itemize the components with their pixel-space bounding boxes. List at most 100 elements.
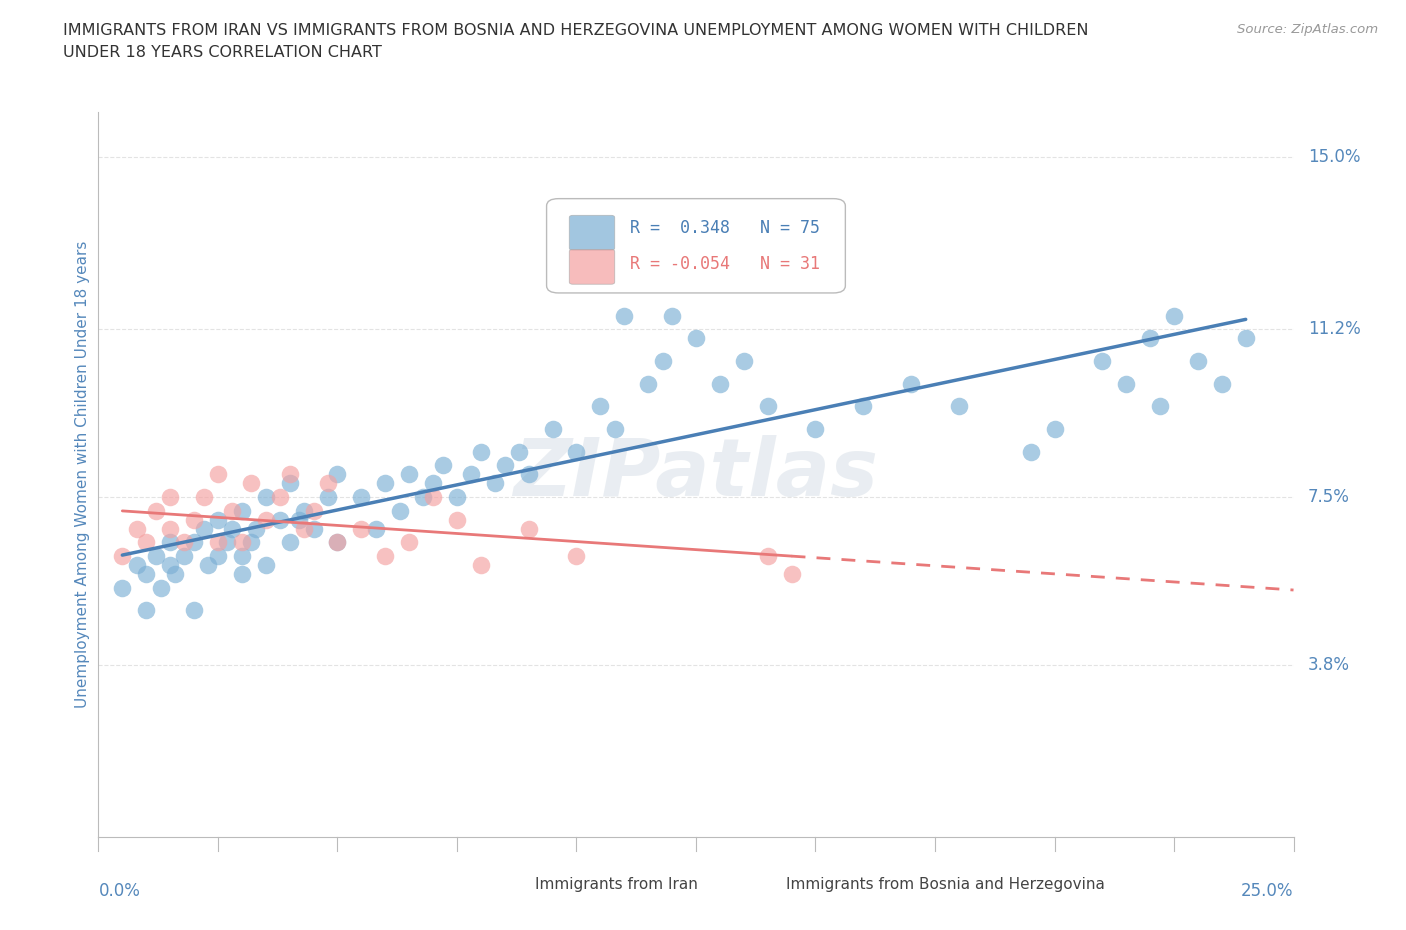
Text: IMMIGRANTS FROM IRAN VS IMMIGRANTS FROM BOSNIA AND HERZEGOVINA UNEMPLOYMENT AMON: IMMIGRANTS FROM IRAN VS IMMIGRANTS FROM … [63, 23, 1088, 38]
Point [207, 512, 229, 527]
Point [1043, 421, 1066, 436]
Point [589, 399, 612, 414]
Point [900, 376, 922, 391]
Point [111, 549, 134, 564]
Point [193, 521, 215, 536]
Point [422, 476, 444, 491]
Point [254, 489, 277, 504]
Point [135, 566, 157, 581]
Point [254, 512, 277, 527]
Point [254, 558, 277, 573]
Point [374, 549, 396, 564]
Point [350, 489, 373, 504]
Point [207, 535, 229, 550]
Point [125, 521, 148, 536]
Point [111, 580, 134, 595]
Point [484, 476, 506, 491]
Text: 7.5%: 7.5% [1308, 488, 1350, 506]
Point [756, 399, 779, 414]
Point [432, 458, 454, 472]
Point [221, 521, 243, 536]
Point [350, 521, 373, 536]
Point [1019, 445, 1042, 459]
Point [149, 580, 172, 595]
Point [661, 308, 683, 323]
Text: 25.0%: 25.0% [1241, 883, 1294, 900]
Point [125, 558, 148, 573]
Point [207, 467, 229, 482]
Text: 3.8%: 3.8% [1308, 656, 1350, 673]
Point [278, 476, 301, 491]
Text: R =  0.348   N = 75: R = 0.348 N = 75 [630, 219, 820, 236]
Point [1211, 376, 1233, 391]
Point [517, 467, 540, 482]
Point [565, 549, 588, 564]
Point [388, 503, 411, 518]
Point [1149, 399, 1171, 414]
Point [173, 535, 195, 550]
Point [316, 476, 339, 491]
Point [685, 331, 707, 346]
Point [145, 503, 167, 518]
Point [364, 521, 387, 536]
Point [1091, 353, 1114, 368]
Point [756, 549, 779, 564]
Point [412, 489, 434, 504]
Point [1163, 308, 1185, 323]
FancyBboxPatch shape [740, 871, 778, 897]
Point [1187, 353, 1209, 368]
Point [1139, 331, 1161, 346]
Point [460, 467, 482, 482]
Point [733, 353, 755, 368]
Point [446, 512, 468, 527]
Point [398, 535, 420, 550]
Point [173, 549, 195, 564]
Point [145, 549, 167, 564]
Point [374, 476, 396, 491]
Point [159, 489, 181, 504]
Text: 0.0%: 0.0% [98, 883, 141, 900]
Point [217, 535, 239, 550]
Point [183, 512, 205, 527]
Point [288, 512, 311, 527]
Point [135, 535, 157, 550]
Text: 15.0%: 15.0% [1308, 148, 1361, 166]
Point [302, 503, 325, 518]
Point [508, 445, 530, 459]
Point [780, 566, 803, 581]
Text: ZIPatlas: ZIPatlas [513, 435, 879, 513]
Text: UNDER 18 YEARS CORRELATION CHART: UNDER 18 YEARS CORRELATION CHART [63, 45, 382, 60]
Text: 11.2%: 11.2% [1308, 320, 1361, 339]
Point [159, 521, 181, 536]
Point [948, 399, 970, 414]
Point [494, 458, 516, 472]
Point [159, 558, 181, 573]
FancyBboxPatch shape [569, 216, 614, 250]
Point [292, 521, 315, 536]
Point [637, 376, 659, 391]
Text: Immigrants from Iran: Immigrants from Iran [534, 877, 697, 892]
FancyBboxPatch shape [489, 871, 526, 897]
Point [240, 476, 263, 491]
Point [197, 558, 219, 573]
Point [135, 603, 157, 618]
Point [231, 566, 253, 581]
Text: Immigrants from Bosnia and Herzegovina: Immigrants from Bosnia and Herzegovina [786, 877, 1105, 892]
Point [446, 489, 468, 504]
Point [565, 445, 588, 459]
Point [183, 535, 205, 550]
Point [302, 521, 325, 536]
Point [470, 558, 492, 573]
Point [240, 535, 263, 550]
Point [470, 445, 492, 459]
Point [613, 308, 636, 323]
Point [852, 399, 875, 414]
FancyBboxPatch shape [547, 199, 845, 293]
Point [231, 549, 253, 564]
Point [163, 566, 186, 581]
Point [245, 521, 267, 536]
Point [207, 549, 229, 564]
Point [159, 535, 181, 550]
Point [603, 421, 626, 436]
FancyBboxPatch shape [569, 249, 614, 285]
